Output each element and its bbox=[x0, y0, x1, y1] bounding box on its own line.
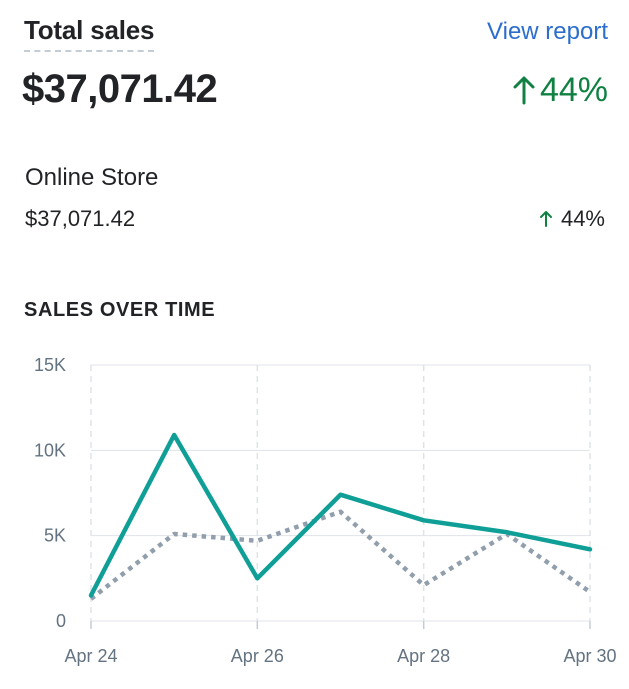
channel-name: Online Store bbox=[25, 164, 159, 191]
x-tick-label: Apr 26 bbox=[231, 646, 284, 666]
arrow-up-icon bbox=[539, 211, 552, 227]
y-tick-label: 10K bbox=[34, 440, 66, 460]
y-tick-label: 15K bbox=[34, 355, 66, 375]
total-sales-value: $37,071.42 bbox=[22, 67, 218, 111]
x-tick-label: Apr 24 bbox=[64, 646, 117, 666]
series-line-comparison bbox=[89, 509, 592, 601]
sales-over-time-chart: 0 5K 10K 15K Apr 24 Apr 26 Apr 28 Apr 30 bbox=[34, 355, 617, 666]
series-line-current bbox=[88, 432, 593, 598]
arrow-up-icon bbox=[513, 76, 535, 105]
total-change-value: 44% bbox=[539, 71, 608, 109]
view-report-link[interactable]: View report bbox=[487, 18, 608, 45]
y-tick-label: 0 bbox=[56, 611, 66, 631]
section-title: SALES OVER TIME bbox=[24, 299, 216, 321]
header: Total sales View report bbox=[24, 14, 608, 54]
y-tick-label: 5K bbox=[44, 526, 66, 546]
total-sales-change: 44% bbox=[512, 68, 608, 112]
x-tick-label: Apr 28 bbox=[397, 646, 450, 666]
channel-change: 44% bbox=[539, 205, 605, 233]
page-title[interactable]: Total sales bbox=[24, 14, 154, 52]
channel-change-value: 44% bbox=[560, 206, 605, 231]
channel-value: $37,071.42 bbox=[25, 206, 136, 231]
x-tick-label: Apr 30 bbox=[563, 646, 616, 666]
